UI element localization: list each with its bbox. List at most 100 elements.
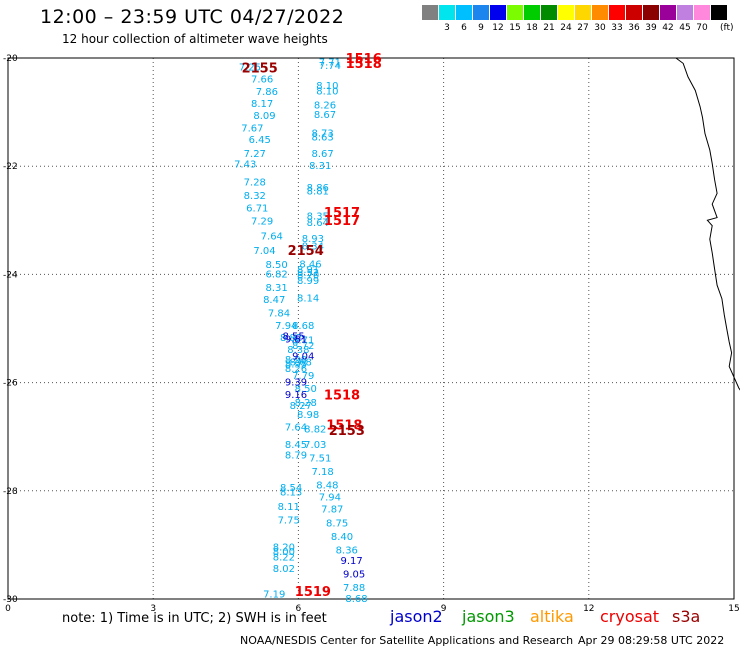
wave-height-label: 8.71 <box>292 335 314 346</box>
wave-height-label: 8.50 <box>265 260 287 271</box>
wave-height-label: 8.02 <box>273 564 295 575</box>
color-swatch <box>643 5 659 20</box>
wave-height-label: 7.51 <box>309 453 331 464</box>
wave-height-label: 8.38 <box>287 345 309 356</box>
wave-height-label: 7.64 <box>285 423 307 434</box>
pass-time-label: 2154 <box>288 244 324 259</box>
legend-jason2: jason2 <box>390 607 443 626</box>
color-scale-label: 18 <box>526 23 538 33</box>
wave-height-label: 8.55 <box>282 332 304 343</box>
wave-height-label: 8.17 <box>251 99 273 110</box>
wave-height-label: 7.86 <box>256 87 278 98</box>
footer-note: note: 1) Time is in UTC; 2) SWH is in fe… <box>62 611 327 626</box>
color-scale-label: 24 <box>560 23 572 33</box>
wave-height-label: 8.98 <box>297 410 319 421</box>
wave-height-label: 8.99 <box>297 276 319 287</box>
wave-height-label: 8.68 <box>290 358 312 369</box>
wave-height-label: 7.74 <box>319 61 341 72</box>
y-tick-label: -24 <box>3 270 18 280</box>
color-scale-label: 30 <box>594 23 606 33</box>
x-tick-label: 15 <box>728 604 739 614</box>
wave-height-label: 8.70 <box>297 271 319 282</box>
wave-height-label: 8.20 <box>273 543 295 554</box>
color-swatch <box>456 5 472 20</box>
wave-height-label: 8.40 <box>331 532 353 543</box>
wave-height-label: 8.86 <box>307 183 329 194</box>
pass-time-label: 1517 <box>324 206 360 221</box>
color-swatch <box>439 5 455 20</box>
wave-height-label: 8.13 <box>280 487 302 498</box>
wave-height-label: 7.67 <box>241 123 263 134</box>
color-swatch <box>626 5 642 20</box>
color-scale-label: 42 <box>662 23 674 33</box>
wave-height-label: 8.26 <box>314 101 336 112</box>
wave-height-label: 8.52 <box>297 268 319 279</box>
wave-height-label: 8.09 <box>253 111 275 122</box>
color-scale-label: 12 <box>492 23 504 33</box>
legend-s3a: s3a <box>672 607 701 626</box>
pass-time-label: 1518 <box>326 418 362 433</box>
x-tick-label: 6 <box>296 604 302 614</box>
wave-height-label: 8.22 <box>273 552 295 563</box>
wave-height-label: 9.81 <box>285 334 307 345</box>
wave-height-label: 8.95 <box>285 360 307 371</box>
color-swatch <box>490 5 506 20</box>
wave-height-label: 7.27 <box>244 149 266 160</box>
pass-time-label: 1517 <box>324 214 360 229</box>
wave-height-label: 8.64 <box>307 218 329 229</box>
wave-height-label: 8.91 <box>297 265 319 276</box>
map-subtitle: 12 hour collection of altimeter wave hei… <box>62 32 328 46</box>
wave-height-label: 8.47 <box>263 295 285 306</box>
wave-height-label: 8.34 <box>302 241 324 252</box>
footer-credit: NOAA/NESDIS Center for Satellite Applica… <box>240 634 574 647</box>
wave-height-label: 8.67 <box>314 110 336 121</box>
wave-height-label: 8.45 <box>285 440 307 451</box>
wave-height-label: 7.79 <box>292 371 314 382</box>
wave-height-label: 7.64 <box>261 232 283 243</box>
wave-height-label: 8.68 <box>292 321 314 332</box>
wave-height-label: 7.19 <box>263 590 285 601</box>
wave-height-label: 8.10 <box>316 87 338 98</box>
pass-time-label: 1516 <box>346 52 382 67</box>
color-swatch <box>660 5 676 20</box>
wave-height-label: 7.87 <box>321 505 343 516</box>
color-scale-label: 39 <box>645 23 657 33</box>
wave-height-label: 8.50 <box>295 384 317 395</box>
x-tick-label: 9 <box>441 604 447 614</box>
pass-time-label: 2153 <box>329 424 365 439</box>
pass-time-label: 1518 <box>346 57 382 72</box>
wave-height-label: 9.05 <box>343 570 365 581</box>
wave-height-label: 7.71 <box>319 57 341 68</box>
axis-tick-labels: 0 3 6 9 12 15 -20 -22 -24 -26 -28 -30 <box>3 54 740 614</box>
coastline-path <box>675 57 740 391</box>
color-swatch <box>473 5 489 20</box>
x-tick-label: 0 <box>5 604 11 614</box>
color-swatch <box>524 5 540 20</box>
map-title: 12:00 – 23:59 UTC 04/27/2022 <box>40 6 345 28</box>
wave-height-label: 8.48 <box>316 480 338 491</box>
wave-height-label: 8.67 <box>311 149 333 160</box>
wave-height-label: 6.71 <box>246 203 268 214</box>
wave-height-label: 8.68 <box>345 594 367 605</box>
wave-height-label: 8.35 <box>307 212 329 223</box>
wave-height-label: 8.81 <box>307 187 329 198</box>
wave-height-label: 8.27 <box>290 401 312 412</box>
wave-height-label: 8.11 <box>278 502 300 513</box>
color-scale-label: 21 <box>543 23 555 33</box>
color-swatch <box>609 5 625 20</box>
pass-time-label: 1518 <box>324 389 360 404</box>
wave-height-label: 8.46 <box>299 260 321 271</box>
wave-height-label: 7.04 <box>253 246 275 257</box>
wave-height-label: 7.28 <box>244 177 266 188</box>
wave-height-label: 9.16 <box>285 390 307 401</box>
wave-height-label: 8.36 <box>336 545 358 556</box>
legend-altika: altika <box>530 607 574 626</box>
color-swatch <box>694 5 710 20</box>
wave-height-label: 6.45 <box>249 135 271 146</box>
observation-labels: 7.257.667.868.178.097.676.45 7.277.43 7.28… <box>234 52 382 605</box>
color-scale-unit: (ft) <box>720 23 734 33</box>
color-swatch <box>558 5 574 20</box>
wave-height-label: 8.98 <box>285 355 307 366</box>
x-tick-label: 12 <box>583 604 594 614</box>
wave-height-label: 9.17 <box>340 556 362 567</box>
